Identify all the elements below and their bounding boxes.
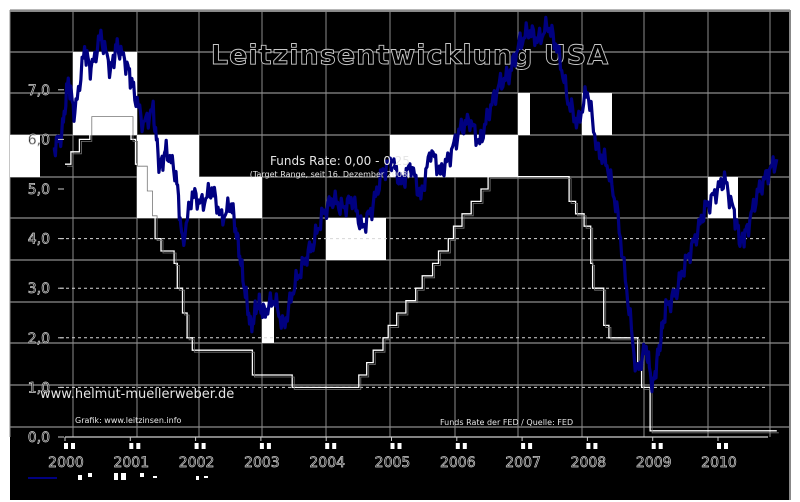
legend-glyph [153,476,157,478]
x-tick-glyph [586,443,591,449]
legend-glyph [196,476,199,480]
credit-label: Grafik: www.leitzinsen.info [75,416,182,425]
x-tick-label: 2003 [244,455,280,471]
source-label: Funds Rate der FED / Quelle: FED [440,418,573,427]
x-tick-label: 2004 [309,455,345,471]
legend-glyph [140,473,144,477]
x-tick-glyph [194,443,199,449]
highlight-blocks [10,52,738,343]
x-tick-glyph [332,443,337,449]
watermark: www.helmut-muellerweber.de [40,387,234,402]
y-tick-label: 3,0 [28,281,50,297]
legend-glyph [88,473,92,477]
dow-series [52,15,779,394]
y-tick-label: 4,0 [28,232,50,248]
x-tick-label: 2010 [701,455,737,471]
x-tick-glyph [64,443,68,449]
x-tick-label: 2000 [48,455,84,471]
dotted-reference-lines [60,238,768,388]
y-tick-label: 1,0 [28,380,50,396]
x-tick-glyph [390,443,395,449]
y-tick-label: 5,0 [28,182,50,198]
x-tick-glyph [462,443,467,449]
x-tick-glyph [521,443,526,449]
legend-glyph [114,473,118,480]
x-tick-glyph [201,443,206,449]
x-tick-glyph [71,443,75,449]
x-axis: 2000 2001 2002 2003 2004 2005 2006 2007 2008 2009… [48,436,768,471]
x-tick-label: 2002 [179,455,215,471]
x-tick-glyph [593,443,598,449]
x-tick-glyph [724,443,728,449]
y-tick-label: 7,0 [28,83,50,99]
x-tick-label: 2006 [440,455,476,471]
chart-title: Leitzinsentwicklung USA [211,40,609,71]
x-tick-glyph [651,443,656,449]
highlight-block [10,135,40,177]
x-tick-label: 2007 [505,455,541,471]
x-tick-glyph [259,443,264,449]
highlight-block [518,93,530,135]
fed-funds-series-shadow [67,116,779,434]
chart-frame [10,10,791,500]
legend-glyph [78,475,82,480]
legend-glyph [121,473,126,480]
legend-glyph [204,476,208,478]
legend [28,473,208,480]
x-tick-label: 2008 [571,455,607,471]
x-tick-label: 2001 [113,455,149,471]
x-tick-glyph [266,443,271,449]
y-tick-label: 2,0 [28,331,50,347]
highlight-block [582,93,612,135]
current-rate-label: Funds Rate: 0,00 - 0,25 [270,154,410,168]
current-rate-sub: (Target Range, seit 16. Dezember 2008) [250,170,410,179]
x-tick-glyph [717,443,721,449]
x-tick-glyph [658,443,663,449]
x-tick-glyph [136,443,141,449]
y-axis: 0,0 1,0 2,0 3,0 4,0 5,0 6,0 7,0 [27,82,64,446]
y-tick-label: 0,0 [28,430,50,446]
x-tick-glyph [397,443,402,449]
highlight-block [137,177,262,218]
x-tick-glyph [325,443,330,449]
x-tick-glyph [528,443,533,449]
x-tick-glyph [129,443,134,449]
x-tick-label: 2005 [375,455,411,471]
y-tick-label: 6,0 [28,132,50,148]
x-tick-label: 2009 [636,455,672,471]
x-tick-glyph [455,443,460,449]
